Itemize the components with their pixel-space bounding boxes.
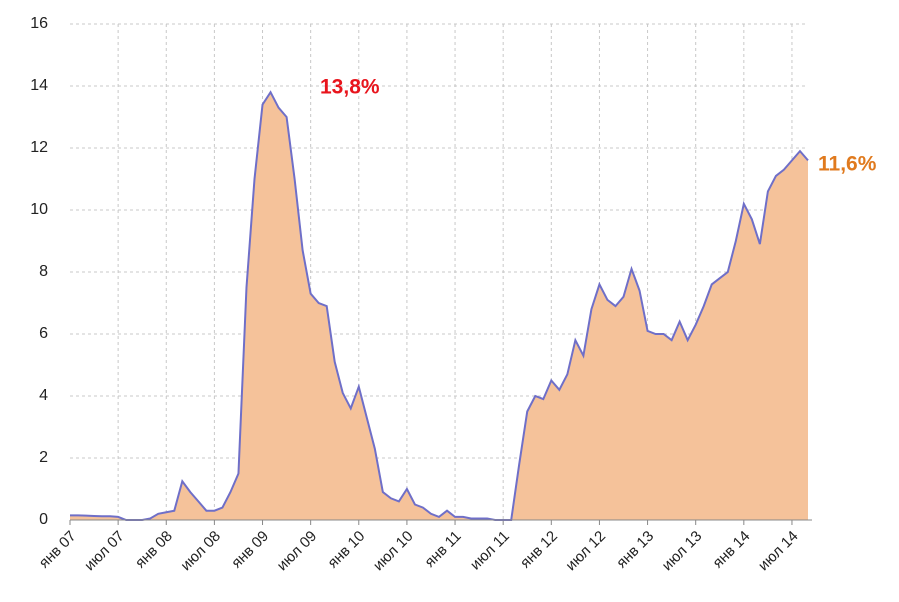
y-tick-label: 14 <box>30 77 48 94</box>
x-tick-label: янв 12 <box>517 528 561 572</box>
x-tick-label: июл 07 <box>81 528 128 575</box>
y-tick-label: 10 <box>30 201 48 218</box>
x-tick-label: июл 10 <box>370 528 417 575</box>
y-tick-label: 2 <box>39 449 48 466</box>
x-tick-label: янв 07 <box>36 528 80 572</box>
y-tick-label: 16 <box>30 15 48 32</box>
x-tick-label: янв 10 <box>324 528 368 572</box>
line <box>70 90 809 521</box>
area <box>70 92 808 520</box>
y-tick-label: 4 <box>39 387 48 404</box>
y-tick-label: 12 <box>30 139 48 156</box>
x-tick-label: июл 12 <box>562 528 609 575</box>
x-tick-label: янв 11 <box>421 528 464 571</box>
x-tick-label: янв 13 <box>613 528 657 572</box>
x-tick-label: июл 11 <box>467 528 513 574</box>
x-tick-label: июл 09 <box>274 528 321 575</box>
x-tick-label: янв 14 <box>709 528 753 572</box>
x-tick-label: июл 13 <box>659 528 706 575</box>
x-tick-label: янв 09 <box>228 528 272 572</box>
y-tick-label: 0 <box>39 511 48 528</box>
x-tick-label: янв 08 <box>132 528 176 572</box>
annotation: 11,6% <box>818 153 877 176</box>
x-tick-label: июл 08 <box>177 528 224 575</box>
y-tick-label: 8 <box>39 263 48 280</box>
y-tick-label: 6 <box>39 325 48 342</box>
x-tick-label: июл 14 <box>755 528 802 575</box>
annotation: 13,8% <box>320 76 380 99</box>
